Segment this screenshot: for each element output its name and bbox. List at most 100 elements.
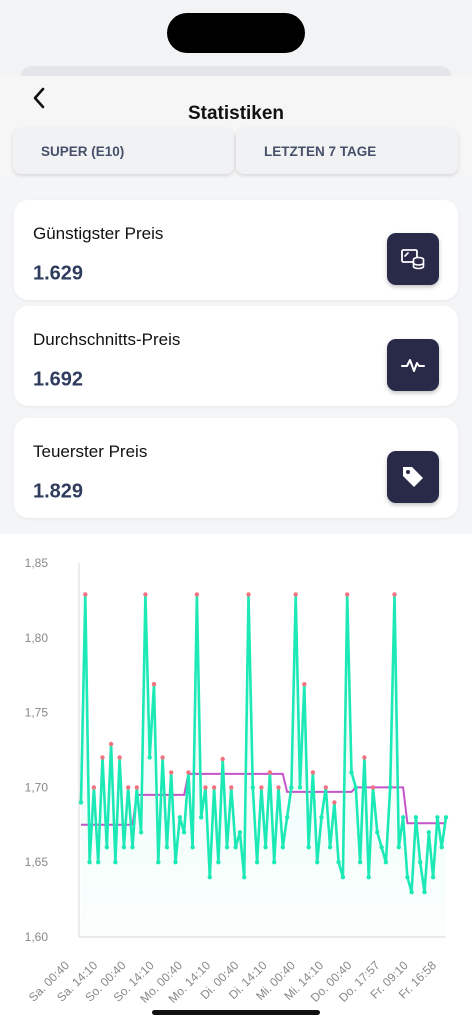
price-point [439,845,444,850]
price-point [357,860,363,865]
price-point [186,770,191,775]
price-point [169,770,174,775]
price-point [220,756,225,762]
fuel-type-label: SUPER (E10) [41,143,125,159]
price-point [134,785,139,790]
price-point [413,815,419,820]
price-point [388,785,393,790]
price-point [353,785,358,790]
price-point [211,785,217,790]
period-label: LETZTEN 7 TAGE [264,143,377,159]
price-point [340,875,346,880]
price-point [392,592,397,597]
cheapest-price-label: Günstigster Preis [33,224,164,243]
price-point [323,785,328,790]
most-expensive-price-label: Teuerster Preis [33,442,148,461]
y-tick-label: 1,70 [25,780,49,794]
period-selector[interactable]: LETZTEN 7 TAGE [236,128,458,174]
price-point [430,875,436,880]
price-point [379,845,384,850]
price-point [409,889,414,895]
price-point [315,860,320,865]
price-point [216,860,221,865]
price-point [306,845,311,850]
price-point [246,592,251,597]
price-point [267,770,273,775]
y-tick-label: 1,80 [25,631,49,645]
price-point [272,860,277,865]
price-point [237,830,243,835]
price-point [327,845,333,850]
price-point [289,785,294,790]
price-point [151,682,157,687]
cheapest-price-value: 1.629 [33,262,84,285]
price-point [113,860,118,865]
back-button[interactable] [28,86,52,110]
price-point [78,800,84,805]
price-point [422,889,427,895]
price-point [126,785,131,790]
price-point [190,845,195,850]
database-icon [387,233,439,285]
price-point [383,860,389,865]
most-expensive-price-card: Teuerster Preis 1.829 [14,418,458,518]
price-point [443,815,449,820]
price-point [194,592,200,597]
price-point [233,845,238,850]
price-point [280,845,285,850]
price-point [164,845,170,850]
chevron-left-icon [33,87,45,109]
price-point [229,785,234,790]
price-point [207,875,212,880]
price-point [242,875,247,880]
price-point [121,845,127,850]
average-price-label: Durchschnitts-Preis [33,330,181,349]
price-point [310,770,316,775]
price-point [276,785,281,790]
price-point [83,592,88,597]
price-point [426,830,431,835]
price-point [96,860,101,865]
home-indicator [152,1010,320,1015]
average-price-card: Durchschnitts-Preis 1.692 [14,306,458,406]
cheapest-price-card: Günstigster Preis 1.629 [14,200,458,300]
price-point [259,785,264,790]
price-point [156,860,161,865]
price-point [349,770,354,775]
price-line [79,593,448,894]
price-point [297,785,303,790]
price-point [375,830,380,835]
price-point [302,682,307,687]
price-point [370,785,376,790]
price-point [117,755,122,760]
price-point [91,785,97,790]
price-point [160,755,165,760]
price-point [418,860,423,865]
average-price-value: 1.692 [33,368,84,391]
price-point [366,875,371,880]
price-point [143,592,148,597]
price-point [332,800,337,805]
price-point [100,755,105,760]
price-area [81,594,446,937]
price-point [104,845,110,850]
y-tick-label: 1,60 [25,930,49,944]
price-point [254,860,260,865]
price-point [173,860,178,865]
price-point [199,815,204,820]
price-point [336,860,341,865]
fuel-type-selector[interactable]: SUPER (E10) [13,128,234,174]
price-point [396,845,401,850]
price-point [362,755,367,760]
price-point [435,815,440,820]
y-tick-label: 1,75 [25,706,49,720]
price-chart: 1,85 1,80 1,75 1,70 1,65 1,60 Sa. 00:40 Sa. 14:… [0,534,472,1024]
price-point [181,830,187,835]
price-tag-icon [387,451,439,503]
price-point [224,845,230,850]
price-point [345,592,350,597]
price-point [400,815,406,820]
price-point [263,845,268,850]
price-point [130,845,135,850]
